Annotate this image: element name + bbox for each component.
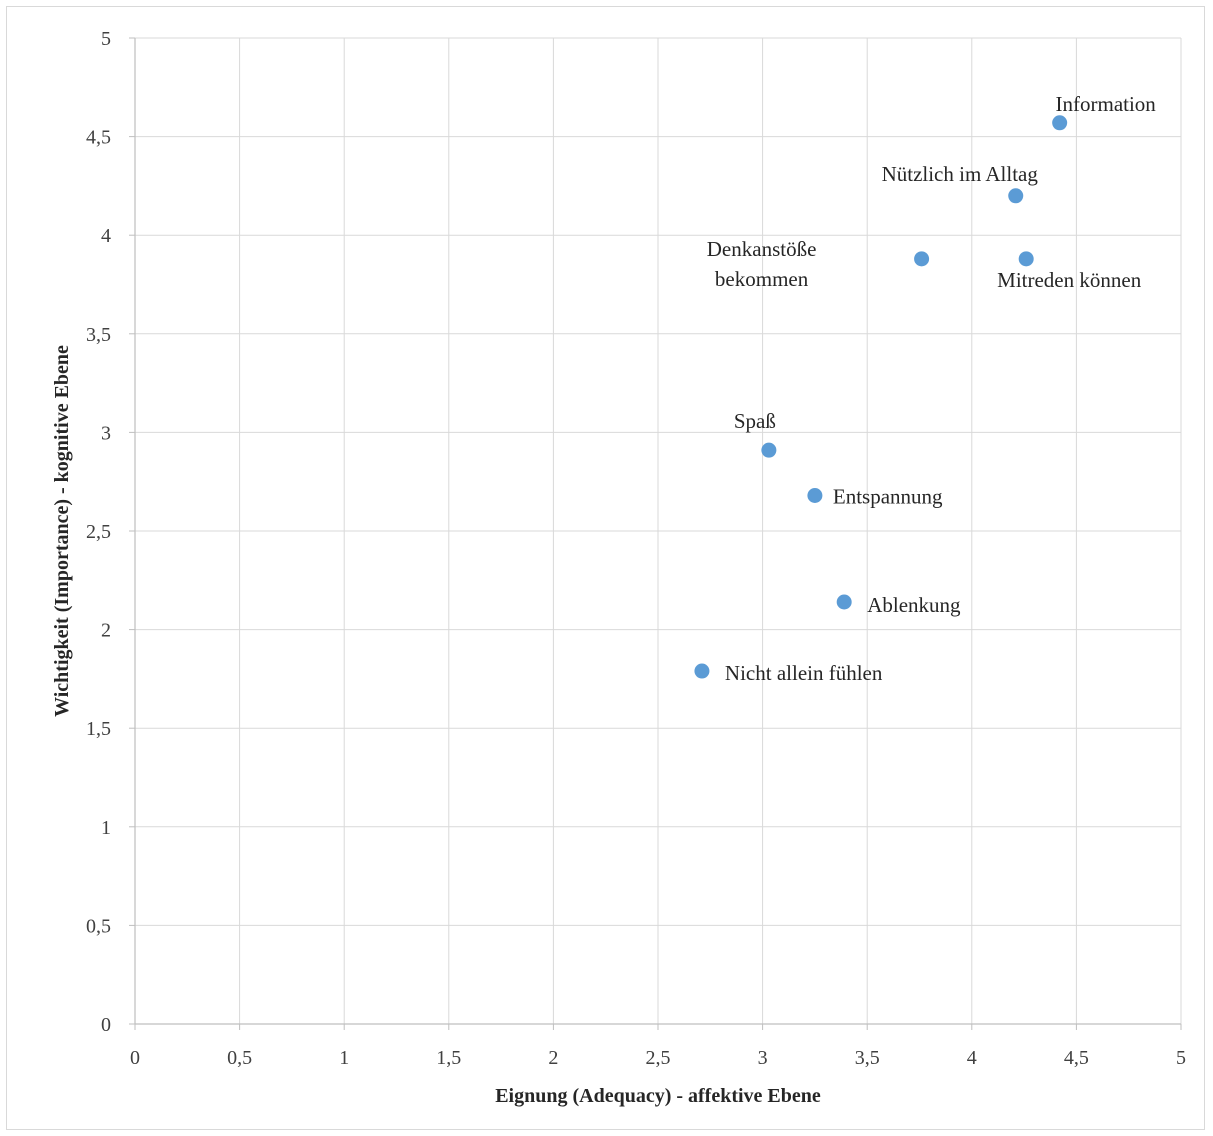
- data-point: [694, 663, 710, 679]
- x-tick-label: 3: [758, 1047, 768, 1069]
- data-point: [836, 594, 852, 610]
- x-tick-label: 0,5: [227, 1047, 252, 1069]
- x-tick-labels: 0 0,5 1 1,5 2 2,5 3 3,5 4 4,5 5: [130, 1047, 1186, 1069]
- y-tick-label: 1: [101, 817, 111, 839]
- x-tick-label: 2: [548, 1047, 558, 1069]
- x-tick-label: 1,5: [436, 1047, 461, 1069]
- x-tick-label: 1: [339, 1047, 349, 1069]
- data-label-line: Denkanstöße: [707, 237, 817, 261]
- data-label: Ablenkung: [867, 593, 961, 617]
- data-label: Mitreden können: [997, 268, 1142, 292]
- gridlines: [135, 37, 1182, 1024]
- y-axis-title: Wichtigkeit (Importance) - kognitive Ebe…: [51, 345, 73, 717]
- data-point: [1008, 188, 1024, 204]
- data-point: [914, 251, 930, 267]
- y-tick-label: 4: [101, 225, 111, 247]
- data-point: [1052, 115, 1068, 131]
- x-tick-label: 4: [967, 1047, 977, 1069]
- y-tick-label: 3: [101, 422, 111, 444]
- y-tick-label: 0,5: [86, 915, 111, 937]
- x-tick-label: 4,5: [1064, 1047, 1089, 1069]
- data-label: Entspannung: [833, 485, 943, 509]
- axes: [129, 37, 1182, 1030]
- y-tick-label: 0: [101, 1014, 111, 1036]
- data-point: [1018, 251, 1034, 267]
- x-tick-label: 2,5: [646, 1047, 671, 1069]
- y-tick-label: 3,5: [86, 324, 111, 346]
- x-tick-label: 3,5: [855, 1047, 880, 1069]
- y-tick-label: 2: [101, 620, 111, 642]
- y-tick-label: 2,5: [86, 521, 111, 543]
- x-tick-label: 0: [130, 1047, 140, 1069]
- y-tick-label: 1,5: [86, 718, 111, 740]
- data-label: Information: [1056, 92, 1157, 116]
- data-label: Denkanstöße bekommen: [707, 237, 817, 291]
- data-labels: Information Nützlich im Alltag Mitreden kö…: [707, 92, 1157, 685]
- y-tick-label: 5: [101, 28, 111, 50]
- data-label: Nützlich im Alltag: [882, 162, 1039, 186]
- y-tick-labels: 0 0,5 1 1,5 2 2,5 3 3,5 4 4,5 5: [86, 28, 111, 1036]
- data-points: [694, 115, 1068, 679]
- y-tick-label: 4,5: [86, 127, 111, 149]
- data-label: Spaß: [734, 409, 776, 433]
- x-tick-label: 5: [1176, 1047, 1186, 1069]
- data-point: [761, 442, 777, 458]
- chart-area: [6, 6, 1205, 1130]
- data-label-line: bekommen: [715, 267, 809, 291]
- data-point: [807, 488, 823, 504]
- x-axis-title: Eignung (Adequacy) - affektive Ebene: [495, 1085, 821, 1107]
- data-label: Nicht allein fühlen: [725, 661, 883, 685]
